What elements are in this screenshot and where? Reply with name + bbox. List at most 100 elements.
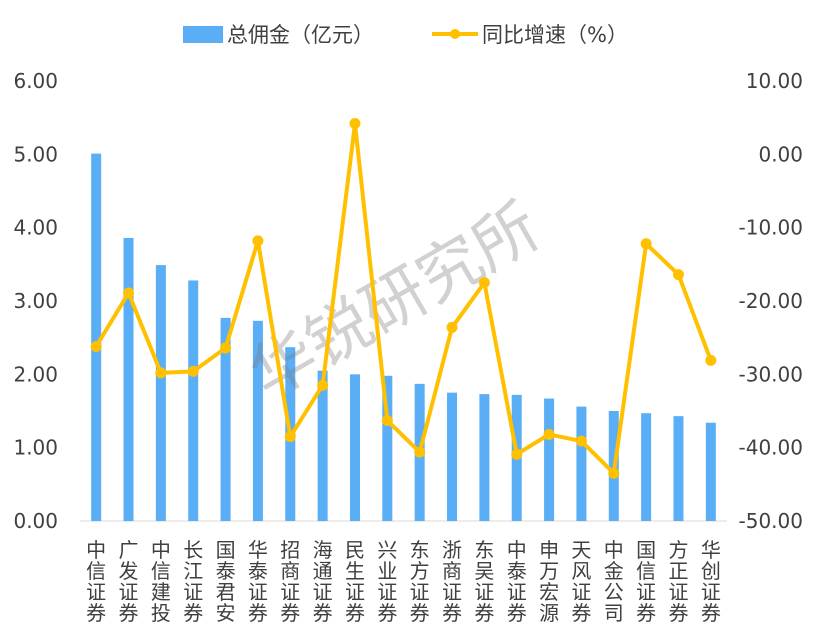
category-label-char: 申 [539, 538, 559, 562]
category-label-char: 证 [345, 580, 365, 604]
growth-point [187, 365, 199, 377]
category-label-char: 投 [151, 601, 171, 625]
growth-point [284, 431, 296, 443]
bar [123, 237, 134, 521]
category-label-char: 券 [668, 601, 688, 625]
category-label-char: 君 [216, 580, 236, 604]
category-label-char: 证 [410, 580, 430, 604]
category-label-char: 公 [604, 580, 624, 604]
right-axis-tick-label: -50.00 [739, 509, 803, 533]
category-label-char: 信 [151, 559, 171, 583]
category-label-char: 证 [507, 580, 527, 604]
category-label-char: 券 [474, 601, 494, 625]
legend-line-marker [450, 29, 460, 39]
left-axis-tick-label: 1.00 [13, 436, 58, 460]
growth-point [575, 435, 587, 447]
legend-bar-swatch [183, 26, 223, 43]
category-labels: 中信证券广发证券中信建投长江证券国泰君安华泰证券招商证券海通证券民生证券兴业证券… [86, 538, 721, 625]
right-axis: -50.00 -40.00 -30.00 -20.00 -10.00 0.00 10.00 [739, 69, 803, 533]
growth-point [349, 118, 361, 130]
category-label-char: 华 [248, 538, 268, 562]
category-label-char: 浙 [442, 538, 462, 562]
category-label-char: 券 [410, 601, 430, 625]
category-label-char: 中 [507, 538, 527, 562]
category-label-char: 国 [216, 538, 236, 562]
category-label-char: 业 [377, 559, 397, 583]
category-label-char: 建 [151, 580, 171, 604]
category-label-char: 东 [474, 538, 494, 562]
category-label-char: 正 [668, 559, 688, 583]
category-label-char: 长 [183, 538, 203, 562]
bar [220, 317, 231, 521]
bar [576, 406, 587, 521]
category-label-char: 券 [571, 601, 591, 625]
category-label-char: 方 [668, 538, 688, 562]
category-label-char: 券 [183, 601, 203, 625]
right-axis-tick-label: -30.00 [739, 362, 803, 386]
category-label-char: 证 [377, 580, 397, 604]
category-label-char: 证 [183, 580, 203, 604]
category-label-char: 证 [668, 580, 688, 604]
category-label-char: 泰 [507, 559, 527, 583]
category-label-char: 兴 [377, 538, 397, 562]
category-label-char: 券 [280, 601, 300, 625]
growth-point [220, 342, 232, 354]
legend-line-label: 同比增速（%） [482, 23, 628, 47]
left-axis-tick-label: 3.00 [13, 289, 58, 313]
bar [349, 374, 360, 521]
bar [641, 413, 652, 521]
category-label-char: 信 [636, 559, 656, 583]
category-label-char: 券 [377, 601, 397, 625]
category-label-char: 吴 [474, 559, 494, 583]
watermark: 华锐研究所 [238, 190, 552, 414]
bar [317, 370, 328, 521]
category-label-char: 江 [183, 559, 203, 583]
growth-point [640, 238, 652, 250]
growth-point [155, 367, 167, 379]
category-label-char: 商 [280, 559, 300, 583]
growth-point [672, 269, 684, 281]
category-label-char: 东 [410, 538, 430, 562]
category-label-char: 天 [571, 538, 591, 562]
category-label-char: 券 [248, 601, 268, 625]
category-label-char: 民 [345, 538, 365, 562]
right-axis-tick-label: 10.00 [746, 69, 803, 93]
category-label-char: 证 [119, 580, 139, 604]
bar [188, 280, 199, 521]
growth-point [608, 467, 620, 479]
category-label-char: 券 [119, 601, 139, 625]
category-label-char: 广 [119, 538, 139, 562]
line-series [90, 118, 717, 479]
bar [447, 392, 458, 521]
right-axis-tick-label: -10.00 [739, 216, 803, 240]
growth-point [543, 428, 555, 440]
category-label-char: 发 [119, 559, 139, 583]
legend-bar-label: 总佣金（亿元） [227, 23, 374, 47]
bar [155, 265, 166, 521]
category-label-char: 华 [701, 538, 721, 562]
bar [382, 375, 393, 521]
growth-line [94, 121, 713, 476]
category-label-char: 风 [571, 559, 591, 583]
growth-point [478, 277, 490, 289]
growth-point [123, 287, 135, 299]
category-label-char: 国 [636, 538, 656, 562]
left-axis-tick-label: 0.00 [13, 509, 58, 533]
left-axis-tick-label: 2.00 [13, 362, 58, 386]
growth-point [511, 448, 523, 460]
category-label-char: 中 [604, 538, 624, 562]
